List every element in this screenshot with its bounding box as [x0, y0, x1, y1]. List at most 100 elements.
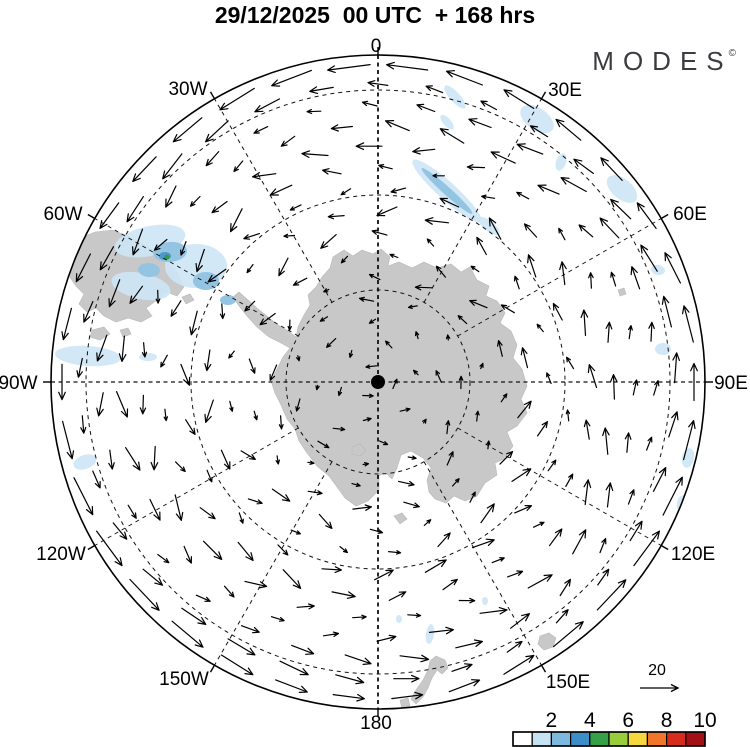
wind-arrow	[511, 468, 532, 482]
wind-arrow	[240, 625, 260, 634]
wind-arrow	[506, 640, 523, 653]
wind-arrow	[458, 375, 464, 390]
page-title: 29/12/2025 00 UTC + 168 hrs	[214, 2, 536, 28]
wind-arrow	[204, 399, 214, 423]
meridian-line	[457, 427, 662, 546]
wind-arrow	[368, 318, 377, 324]
wind-arrow	[481, 194, 496, 200]
wind-arrow	[426, 238, 435, 247]
wind-arrow	[307, 460, 315, 465]
wind-arrow	[437, 532, 451, 548]
precip-blob	[396, 615, 402, 623]
wind-arrow	[422, 418, 427, 424]
wind-arrow	[560, 177, 587, 193]
wind-arrow	[627, 489, 635, 505]
precip-blob	[73, 454, 97, 470]
wind-arrow	[180, 363, 191, 386]
wind-arrow	[277, 544, 289, 556]
wind-arrow	[270, 616, 285, 622]
wind-arrow	[629, 520, 643, 542]
wind-arrow	[424, 559, 447, 573]
wind-arrow	[175, 461, 186, 473]
wind-arrow	[392, 378, 398, 390]
wind-arrow	[503, 654, 535, 675]
longitude-label: 60E	[673, 204, 707, 225]
wind-arrow	[228, 350, 235, 359]
wind-arrow	[523, 223, 538, 238]
precip-blob	[444, 85, 466, 109]
wind-arrow	[344, 654, 372, 665]
wind-arrow	[116, 391, 129, 418]
longitude-label: 30E	[548, 80, 582, 101]
colorbar-cell	[531, 731, 553, 747]
wind-arrow	[376, 634, 397, 642]
wind-arrow	[355, 142, 383, 150]
wind-arrow	[348, 349, 354, 358]
wind-arrow	[332, 426, 346, 432]
wind-arrow	[358, 296, 375, 302]
wind-arrow	[386, 61, 429, 71]
wind-arrow	[609, 374, 618, 400]
colorbar-cell	[665, 731, 687, 747]
edge-tick	[209, 91, 216, 100]
meridian-line	[214, 461, 333, 666]
wind-arrow	[322, 631, 340, 637]
graticule-layer	[51, 55, 705, 709]
wind-arrow	[269, 184, 293, 196]
precip-blob	[55, 345, 121, 367]
wind-arrow	[398, 480, 415, 487]
longitude-label: 120E	[671, 544, 715, 565]
wind-arrow	[248, 358, 256, 374]
wind-arrow	[332, 693, 366, 702]
wind-arrow	[289, 204, 302, 211]
wind-arrow	[480, 503, 495, 524]
wind-arrow	[425, 85, 444, 94]
wind-arrow	[516, 143, 544, 155]
wind-arrow	[189, 195, 201, 207]
land-tierra-islet	[119, 327, 132, 338]
wind-arrow	[428, 626, 454, 635]
wind-arrow	[96, 530, 123, 567]
wind-arrow	[132, 156, 157, 182]
wind-arrow	[555, 609, 569, 624]
wind-arrow	[368, 273, 381, 281]
precip-blob	[138, 262, 160, 278]
wind-arrow	[244, 300, 256, 312]
land-layer	[61, 229, 627, 709]
wind-arrow	[163, 408, 168, 422]
wind-arrow	[253, 410, 258, 421]
wind-arrow	[76, 357, 83, 378]
wind-arrow	[559, 261, 567, 286]
wind-arrow	[636, 202, 657, 229]
wind-arrow	[500, 304, 515, 314]
wind-arrow	[399, 407, 411, 412]
wind-arrow	[555, 118, 582, 141]
land-tierra-islands	[89, 326, 111, 341]
longitude-labels: 0 30E 60E 90E 120E 150E 180 150W 120W 90W 60W 30W	[0, 36, 748, 734]
wind-arrow	[171, 620, 204, 648]
wind-arrow	[170, 300, 182, 317]
wind-arrow	[237, 541, 254, 562]
wind-arrow	[219, 87, 255, 111]
wind-arrow	[391, 691, 424, 700]
wind-arrow	[588, 272, 594, 289]
wind-arrow	[517, 400, 532, 419]
wind-arrow	[407, 304, 418, 309]
wind-arrow	[479, 607, 508, 615]
wind-arrow	[337, 386, 343, 397]
wind-arrow	[327, 63, 371, 73]
pole-dot	[371, 375, 385, 389]
wind-arrow	[280, 135, 296, 147]
wind-arrow	[282, 569, 302, 589]
wind-arrow	[306, 109, 322, 115]
wind-arrow	[445, 70, 483, 86]
wind-arrow	[599, 217, 620, 239]
wind-arrow	[129, 578, 160, 611]
wind-arrow	[75, 253, 91, 283]
wind-arrow	[452, 478, 460, 487]
wind-arrow	[181, 607, 207, 625]
precip-blob	[220, 295, 236, 305]
wind-arrow	[292, 277, 308, 286]
land-stewart-island	[399, 697, 411, 709]
